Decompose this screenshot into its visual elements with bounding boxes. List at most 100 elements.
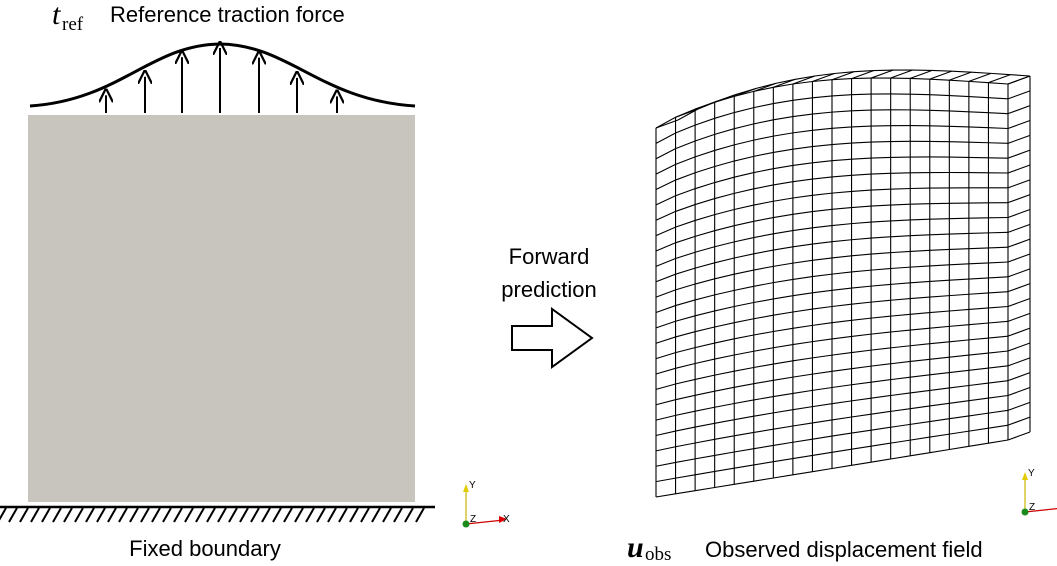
- hatch: [272, 507, 282, 523]
- mesh-line: [792, 75, 816, 85]
- hatch: [305, 507, 315, 523]
- mesh-line: [655, 202, 1009, 252]
- mesh-line: [1007, 253, 1031, 263]
- hatch: [327, 507, 337, 523]
- hatch: [74, 507, 84, 523]
- mesh-line: [1007, 238, 1031, 248]
- hatch: [140, 507, 150, 523]
- hatch: [162, 507, 172, 523]
- hatch: [316, 507, 326, 523]
- axis-z: [1021, 508, 1029, 516]
- hatch: [19, 507, 29, 523]
- mesh-line: [1007, 134, 1031, 144]
- axis-label: X: [503, 514, 510, 525]
- mesh-line: [655, 424, 1009, 483]
- hatch: [338, 507, 348, 523]
- mesh-line: [655, 320, 1009, 375]
- caption: Fixed boundary: [129, 536, 281, 561]
- mesh-line: [1007, 357, 1031, 367]
- axis-label: Y: [469, 480, 476, 491]
- hatch: [261, 507, 271, 523]
- hatch: [404, 507, 414, 523]
- mesh-line: [655, 439, 1009, 498]
- axis-z: [462, 520, 470, 528]
- hatch: [228, 507, 238, 523]
- symbol: t: [52, 0, 61, 31]
- hatch: [96, 507, 106, 523]
- mesh-line: [655, 216, 1009, 267]
- mesh-line: [910, 69, 933, 79]
- mesh-line: [988, 74, 1011, 84]
- mesh-line: [655, 125, 1009, 175]
- mesh-line: [655, 380, 1009, 437]
- mesh-line: [1007, 179, 1031, 189]
- mesh-line: [655, 156, 1009, 206]
- hatch: [52, 507, 62, 523]
- hatch: [283, 507, 293, 523]
- mesh-line: [1007, 386, 1031, 397]
- hatch: [85, 507, 95, 523]
- traction-arrows: [106, 48, 337, 113]
- hatch: [415, 507, 425, 523]
- mesh-line: [831, 71, 855, 81]
- mesh-line: [1007, 401, 1031, 411]
- hatch: [206, 507, 216, 523]
- mesh-line: [655, 394, 1009, 452]
- mesh-line: [655, 261, 1009, 314]
- axes-triad: Y Z X: [462, 480, 510, 528]
- mesh-line: [1007, 149, 1031, 159]
- mesh-line: [1007, 164, 1031, 174]
- mesh-line: [851, 70, 874, 80]
- hatch: [250, 507, 260, 523]
- mesh-line: [1007, 416, 1031, 426]
- mesh-line: [677, 69, 1031, 121]
- forward-arrow: [511, 307, 594, 369]
- mesh: [655, 69, 1031, 498]
- hatch: [151, 507, 161, 523]
- mesh-line: [1007, 372, 1031, 382]
- symbol: u: [627, 531, 644, 564]
- axis-label: Z: [1029, 502, 1035, 513]
- hatch: [239, 507, 249, 523]
- hatch: [349, 507, 359, 523]
- axis-y-head: [1022, 472, 1028, 480]
- mesh-line: [655, 109, 1009, 160]
- hatch: [129, 507, 139, 523]
- mesh-line: [1007, 105, 1031, 115]
- mesh-line: [1007, 342, 1031, 352]
- hatch: [0, 507, 7, 521]
- mesh-line: [655, 409, 1009, 467]
- hatch: [371, 507, 381, 523]
- hatch: [173, 507, 183, 523]
- mesh-line: [655, 276, 1009, 329]
- mesh-line: [655, 93, 1009, 144]
- axis-label: Y: [1028, 468, 1035, 479]
- mesh-line: [655, 305, 1009, 360]
- hatch: [8, 507, 18, 523]
- mesh-line: [929, 70, 952, 80]
- mesh-line: [1007, 283, 1031, 293]
- arrow-label: Forward: [509, 244, 590, 269]
- symbol-sub: ref: [62, 14, 84, 35]
- mesh-line: [1007, 208, 1031, 219]
- axis-x-head: [499, 516, 507, 523]
- traction-curve: [29, 42, 416, 108]
- hatch: [63, 507, 73, 523]
- mesh-line: [773, 78, 796, 88]
- mesh-line: [1007, 119, 1031, 130]
- mesh-line: [1007, 431, 1031, 441]
- mesh-line: [655, 291, 1009, 344]
- hatch: [382, 507, 392, 523]
- axis-y-head: [463, 484, 469, 492]
- symbol-sub: obs: [645, 544, 671, 565]
- mesh-line: [655, 187, 1009, 237]
- mesh-line: [1007, 90, 1031, 100]
- mesh-line: [1007, 312, 1031, 322]
- mesh-line: [1007, 194, 1031, 204]
- mesh-line: [1007, 297, 1031, 308]
- mesh-line: [1007, 223, 1031, 233]
- axis-label: Z: [470, 514, 476, 525]
- hatch: [41, 507, 51, 523]
